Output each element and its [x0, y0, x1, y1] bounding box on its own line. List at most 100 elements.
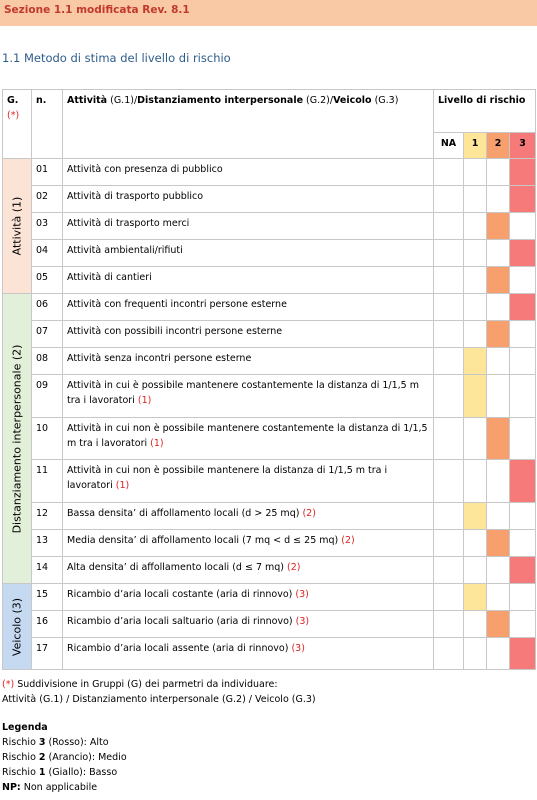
table-row: Distanziamento interpersonale (2) 06 Attiv…: [2, 293, 536, 584]
row-number: 12: [31, 502, 63, 530]
row-text: Attività in cui è possibile mantenere co…: [67, 380, 419, 406]
row-text: Attività senza incontri persone esterne: [67, 353, 252, 364]
legend-item-level1: Rischio 1 (Giallo): Basso: [2, 767, 118, 778]
row-number: 14: [31, 556, 63, 584]
level-2-cell: [486, 583, 510, 611]
row-number: 06: [31, 293, 63, 321]
row-number: 07: [31, 320, 63, 348]
row-description: Attività in cui non è possibile mantener…: [62, 459, 434, 503]
row-reference: (3): [295, 589, 309, 600]
level-2-cell: [486, 502, 510, 530]
table-row: 10 Attività in cui non è possibile manten…: [3, 417, 536, 460]
row-description: Bassa densita’ di affollamento locali (d…: [62, 502, 434, 530]
level-1-cell: [463, 583, 487, 611]
level-1-cell: [463, 293, 487, 321]
level-3-cell: [509, 293, 536, 321]
table-row: Attività (1) 01 Attività con presenza di p…: [2, 158, 536, 294]
row-text: Attività di cantieri: [67, 272, 152, 283]
row-reference: (3): [295, 616, 310, 627]
level-2-cell: [486, 320, 510, 348]
row-reference: (2): [287, 562, 301, 573]
level-2-cell: [486, 610, 510, 638]
row-number: 10: [31, 417, 63, 460]
row-description: Attività di trasporto merci: [62, 212, 434, 240]
table-row: 09 Attività in cui è possibile mantenere …: [3, 374, 536, 418]
header-activity: Attività (G.1)/Distanziamento interperso…: [62, 89, 434, 159]
row-description: Attività in cui è possibile mantenere co…: [62, 374, 434, 418]
row-reference: (2): [302, 508, 316, 519]
level-1-cell: [463, 347, 487, 375]
row-number: 04: [31, 239, 63, 267]
row-number: 02: [31, 185, 63, 213]
table-row: 02 Attività di trasporto pubblico: [3, 185, 536, 213]
level-na-cell: [433, 374, 464, 418]
level-2-cell: [486, 212, 510, 240]
row-description: Ricambio d’aria locali saltuario (aria d…: [62, 610, 434, 638]
level-na-header: NA: [433, 132, 464, 159]
row-text: Media densita’ di affollamento locali (7…: [67, 535, 339, 546]
group-label: Attività (1): [10, 196, 24, 256]
level-1-cell: [463, 158, 487, 186]
level-3-cell: [509, 158, 536, 186]
level-1-cell: [463, 374, 487, 418]
row-text: Attività di trasporto pubblico: [67, 191, 204, 202]
row-text: Ricambio d’aria locali saltuario (aria d…: [67, 616, 293, 627]
level-na-cell: [433, 320, 464, 348]
row-number: 11: [31, 459, 63, 503]
group-label: Distanziamento interpersonale (2): [10, 344, 24, 533]
level-3-cell: [509, 374, 536, 418]
footnote-line1: Suddivisione in Gruppi (G) dei parmetri …: [14, 679, 278, 690]
level-3-cell: [509, 239, 536, 267]
row-description: Attività in cui non è possibile mantener…: [62, 417, 434, 460]
level-2-cell: [486, 239, 510, 267]
level-1-header: 1: [463, 132, 487, 159]
legend: Legenda Rischio 3 (Rosso): Alto Rischio …: [2, 720, 127, 795]
revision-banner: Sezione 1.1 modificata Rev. 8.1: [0, 0, 537, 26]
level-3-cell: [509, 610, 536, 638]
table-row: 16 Ricambio d’aria locali saltuario (aria…: [3, 610, 536, 638]
level-3-cell: [509, 417, 536, 460]
level-na-cell: [433, 158, 464, 186]
header-number: n.: [31, 89, 63, 159]
level-na-cell: [433, 417, 464, 460]
row-text: Bassa densita’ di affollamento locali (d…: [67, 508, 300, 519]
table-row: 05 Attività di cantieri: [3, 266, 536, 294]
level-1-cell: [463, 556, 487, 584]
row-number: 16: [31, 610, 63, 638]
risk-table: G. (*) n. Attività (G.1)/Distanziamento …: [2, 89, 536, 670]
row-description: Attività con frequenti incontri persone …: [62, 293, 434, 321]
level-1-cell: [463, 637, 487, 670]
legend-item-na: NP: Non applicabile: [2, 782, 98, 793]
row-number: 15: [31, 583, 63, 611]
level-2-cell: [486, 417, 510, 460]
table-row: 03 Attività di trasporto merci: [3, 212, 536, 240]
row-number: 05: [31, 266, 63, 294]
group-cell: Veicolo (3): [2, 583, 32, 670]
row-number: 17: [31, 637, 63, 670]
header-activity-a: Attività: [67, 95, 108, 106]
row-text: Attività con possibili incontri persone …: [67, 326, 283, 337]
level-3-cell: [509, 529, 536, 557]
level-3-cell: [509, 459, 536, 503]
row-number: 01: [31, 158, 63, 186]
level-1-cell: [463, 417, 487, 460]
row-description: Alta densita’ di affollamento locali (d …: [62, 556, 434, 584]
level-2-cell: [486, 266, 510, 294]
level-na-cell: [433, 212, 464, 240]
level-2-cell: [486, 374, 510, 418]
level-2-cell: [486, 459, 510, 503]
table-row: 08 Attività senza incontri persone estern…: [3, 347, 536, 375]
level-na-cell: [433, 239, 464, 267]
row-number: 13: [31, 529, 63, 557]
row-reference: (1): [137, 395, 152, 406]
table-row: 14 Alta densita’ di affollamento locali (…: [3, 556, 536, 584]
level-2-cell: [486, 293, 510, 321]
row-number: 09: [31, 374, 63, 418]
level-na-cell: [433, 347, 464, 375]
footnote-line2: Attività (G.1) / Distanziamento interper…: [2, 694, 316, 705]
row-text: Attività in cui non è possibile mantener…: [67, 465, 388, 491]
header-group: G. (*): [2, 89, 32, 159]
level-na-cell: [433, 583, 464, 611]
risk-table-body: Attività (1) 01 Attività con presenza di p…: [2, 158, 536, 670]
level-3-header: 3: [509, 132, 536, 159]
